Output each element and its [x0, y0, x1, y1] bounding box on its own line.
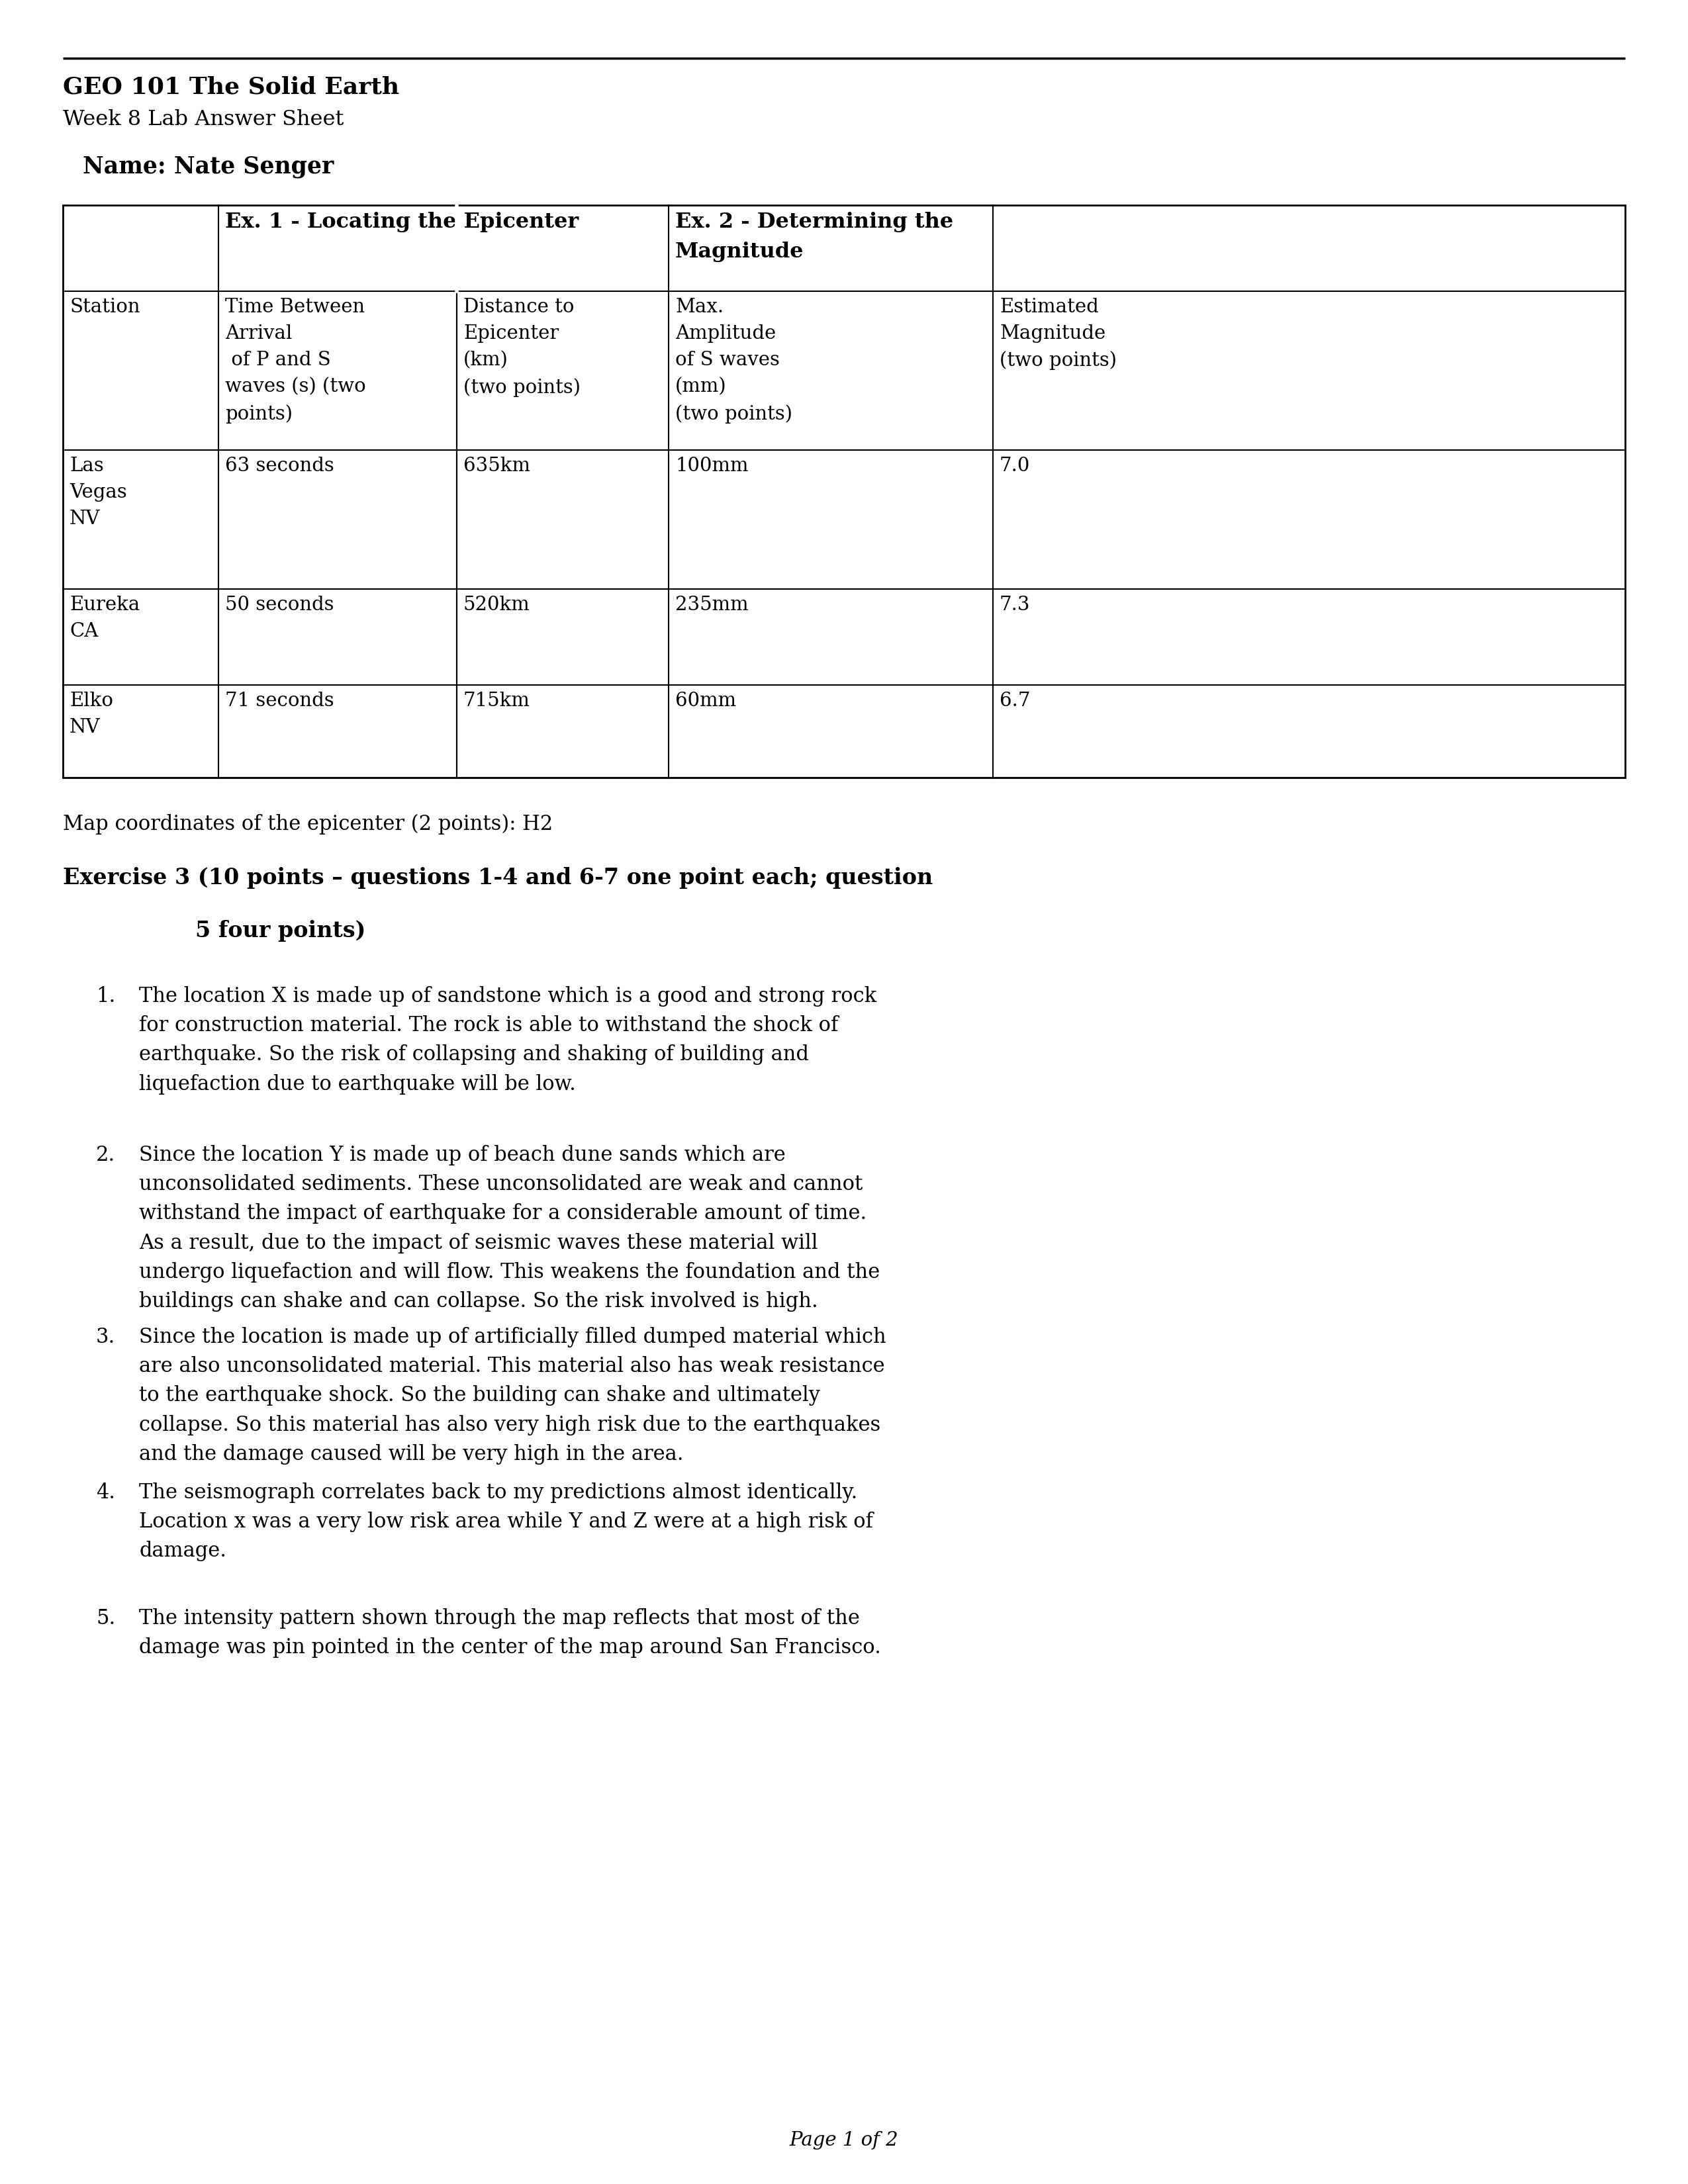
- Text: Time Between
Arrival
 of P and S
waves (s) (two
points): Time Between Arrival of P and S waves (s…: [225, 297, 366, 424]
- Text: 60mm: 60mm: [675, 692, 736, 710]
- Text: GEO 101 The Solid Earth: GEO 101 The Solid Earth: [62, 76, 400, 98]
- Text: Name: Nate Senger: Name: Nate Senger: [83, 155, 334, 179]
- Text: 4.: 4.: [96, 1483, 115, 1503]
- Text: 6.7: 6.7: [999, 692, 1030, 710]
- Bar: [62, 205, 1626, 778]
- Text: Since the location is made up of artificially filled dumped material which
are a: Since the location is made up of artific…: [138, 1328, 886, 1465]
- Text: Eureka
CA: Eureka CA: [69, 596, 140, 640]
- Text: 635km: 635km: [464, 456, 530, 476]
- Text: 71 seconds: 71 seconds: [225, 692, 334, 710]
- Text: 7.0: 7.0: [999, 456, 1030, 476]
- Text: Page 1 of 2: Page 1 of 2: [790, 2132, 898, 2149]
- Text: 2.: 2.: [96, 1144, 115, 1166]
- Text: 5 four points): 5 four points): [196, 919, 366, 941]
- Text: 3.: 3.: [96, 1328, 115, 1348]
- Text: Station: Station: [69, 297, 140, 317]
- Text: The seismograph correlates back to my predictions almost identically.
Location x: The seismograph correlates back to my pr…: [138, 1483, 873, 1562]
- Text: 50 seconds: 50 seconds: [225, 596, 334, 614]
- Text: 520km: 520km: [464, 596, 530, 614]
- Text: 1.: 1.: [96, 987, 115, 1007]
- Text: 63 seconds: 63 seconds: [225, 456, 334, 476]
- Text: Elko
NV: Elko NV: [69, 692, 113, 736]
- Text: Exercise 3 (10 points – questions 1-4 and 6-7 one point each; question: Exercise 3 (10 points – questions 1-4 an…: [62, 867, 933, 889]
- Text: Distance to
Epicenter
(km)
(two points): Distance to Epicenter (km) (two points): [464, 297, 581, 397]
- Text: Estimated
Magnitude
(two points): Estimated Magnitude (two points): [999, 297, 1117, 371]
- Text: The intensity pattern shown through the map reflects that most of the
damage was: The intensity pattern shown through the …: [138, 1607, 881, 1658]
- Text: Since the location Y is made up of beach dune sands which are
unconsolidated sed: Since the location Y is made up of beach…: [138, 1144, 879, 1313]
- Text: 235mm: 235mm: [675, 596, 748, 614]
- Text: Max.
Amplitude
of S waves
(mm)
(two points): Max. Amplitude of S waves (mm) (two poin…: [675, 297, 792, 424]
- Text: 7.3: 7.3: [999, 596, 1030, 614]
- Text: Map coordinates of the epicenter (2 points): H2: Map coordinates of the epicenter (2 poin…: [62, 815, 554, 834]
- Text: The location X is made up of sandstone which is a good and strong rock
for const: The location X is made up of sandstone w…: [138, 987, 876, 1094]
- Text: 5.: 5.: [96, 1607, 115, 1629]
- Text: Ex. 1 - Locating the Epicenter: Ex. 1 - Locating the Epicenter: [225, 212, 579, 232]
- Text: Las
Vegas
NV: Las Vegas NV: [69, 456, 127, 529]
- Text: Ex. 2 - Determining the
Magnitude: Ex. 2 - Determining the Magnitude: [675, 212, 954, 262]
- Text: 100mm: 100mm: [675, 456, 748, 476]
- Text: Week 8 Lab Answer Sheet: Week 8 Lab Answer Sheet: [62, 109, 344, 129]
- Text: 715km: 715km: [464, 692, 530, 710]
